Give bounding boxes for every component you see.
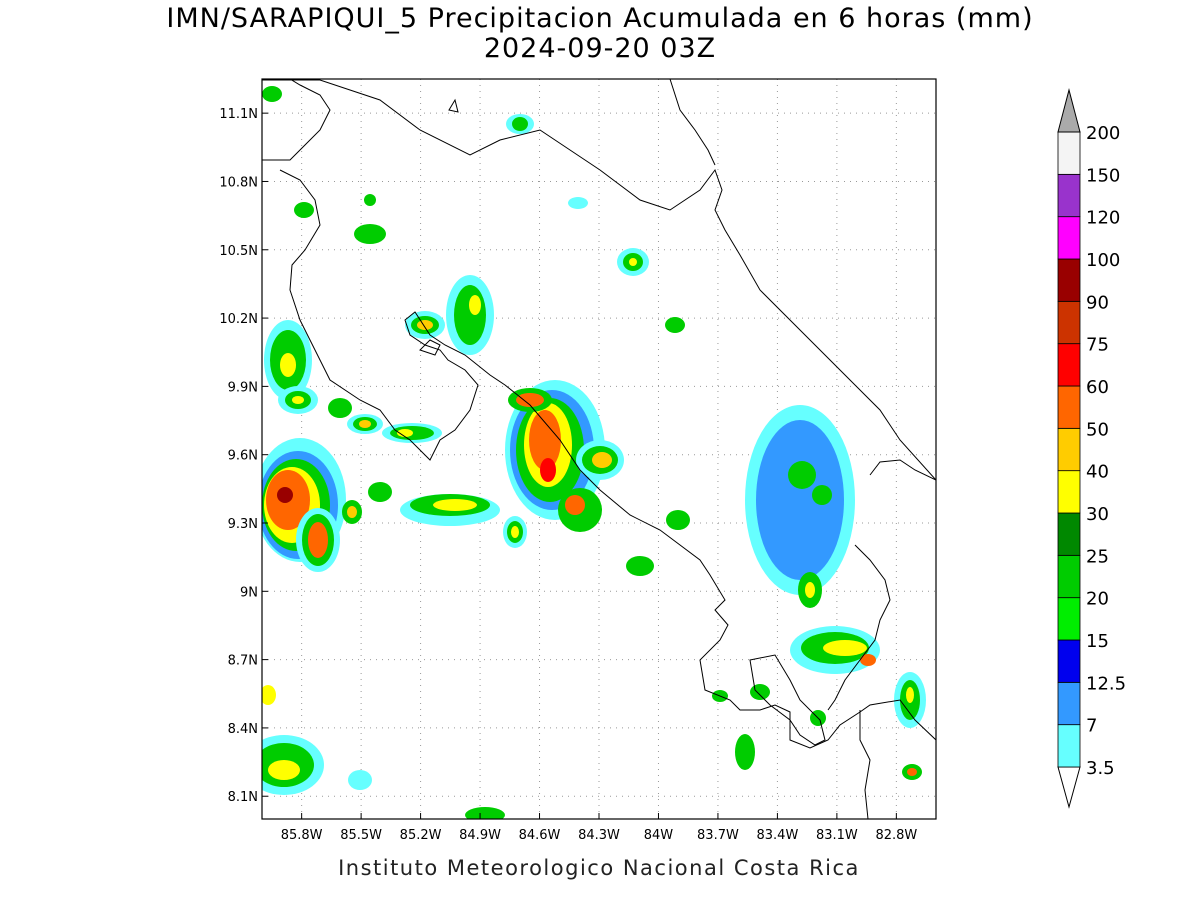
y-tick-label: 10.2N	[219, 312, 258, 327]
colorbar-label: 150	[1086, 165, 1120, 186]
colorbar-swatch	[1057, 639, 1081, 683]
colorbar-label: 30	[1086, 504, 1109, 525]
y-tick-label: 10.5N	[219, 244, 258, 259]
colorbar-label: 20	[1086, 589, 1109, 610]
colorbar-swatch	[1057, 681, 1081, 726]
colorbar-swatch	[1057, 427, 1081, 472]
colorbar-label: 25	[1086, 546, 1109, 567]
colorbar: 3.5 7 12.5 15 20 25 30 40 50 60 75 90 100 120 150 200	[1057, 88, 1126, 809]
rain-cell-nicoya-north	[264, 320, 312, 400]
rain-cell-nicoya-band	[278, 386, 442, 443]
x-tick-label: 84.3W	[578, 828, 620, 843]
colorbar-label: 100	[1086, 250, 1120, 271]
y-tick-label: 9.3N	[228, 517, 258, 532]
colorbar-swatch	[1057, 554, 1081, 599]
y-tick-label: 8.4N	[228, 722, 258, 737]
colorbar-swatch	[1057, 173, 1081, 218]
coastline	[262, 79, 936, 819]
colorbar-label: 15	[1086, 631, 1109, 652]
y-tick-label: 8.1N	[228, 790, 258, 805]
rain-cell-central-band	[342, 482, 527, 548]
colorbar-label: 200	[1086, 123, 1120, 144]
colorbar-label: 120	[1086, 208, 1120, 229]
chart-subtitle-date: 2024-09-20 03Z	[483, 33, 717, 64]
rain-cell-nw-coast	[262, 438, 346, 572]
y-tick-label: 11.1N	[219, 107, 258, 122]
x-tick-label: 83.7W	[697, 828, 739, 843]
x-tick-label: 85.5W	[340, 828, 382, 843]
colorbar-swatch	[1057, 216, 1081, 260]
latitude-ticks: 11.1N 10.8N 10.5N 10.2N 9.9N 9.6N 9.3N 9N 8.7N 8.…	[219, 107, 268, 805]
y-tick-label: 9.9N	[228, 380, 258, 395]
rain-cell-north	[262, 86, 685, 355]
colorbar-swatch	[1057, 724, 1081, 768]
colorbar-label: 75	[1086, 335, 1109, 356]
footer-credit: Instituto Meteorologico Nacional Costa R…	[338, 856, 860, 880]
colorbar-label: 50	[1086, 419, 1109, 440]
colorbar-swatch	[1057, 597, 1081, 641]
chart-title: IMN/SARAPIQUI_5 Precipitacion Acumulada …	[166, 3, 1034, 34]
colorbar-label: 40	[1086, 462, 1109, 483]
x-tick-label: 85.2W	[400, 828, 442, 843]
colorbar-high-arrow	[1057, 88, 1081, 133]
colorbar-swatch	[1057, 131, 1081, 175]
colorbar-swatch	[1057, 470, 1081, 514]
colorbar-swatch	[1057, 300, 1081, 345]
colorbar-label: 12.5	[1086, 673, 1126, 694]
colorbar-swatch	[1057, 512, 1081, 556]
x-tick-label: 84.6W	[519, 828, 561, 843]
rain-cell-cordillera	[505, 380, 624, 532]
longitude-ticks: 85.8W 85.5W 85.2W 84.9W 84.6W 84.3W 84W 83.7W 83…	[281, 813, 917, 843]
colorbar-label: 60	[1086, 377, 1109, 398]
colorbar-swatch	[1057, 258, 1081, 302]
x-tick-label: 84.9W	[459, 828, 501, 843]
colorbar-label: 3.5	[1086, 758, 1115, 779]
x-tick-label: 84W	[644, 828, 674, 843]
y-tick-label: 10.8N	[219, 175, 258, 190]
colorbar-low-arrow	[1057, 766, 1081, 809]
x-tick-label: 85.8W	[281, 828, 323, 843]
y-tick-label: 9N	[240, 585, 258, 600]
x-tick-label: 83.1W	[816, 828, 858, 843]
colorbar-swatch	[1057, 385, 1081, 429]
y-tick-label: 8.7N	[228, 654, 258, 669]
y-tick-label: 9.6N	[228, 449, 258, 464]
x-tick-label: 82.8W	[875, 828, 917, 843]
colorbar-swatch	[1057, 343, 1081, 387]
colorbar-label: 90	[1086, 292, 1109, 313]
colorbar-label: 7	[1086, 716, 1097, 737]
x-tick-label: 83.4W	[757, 828, 799, 843]
